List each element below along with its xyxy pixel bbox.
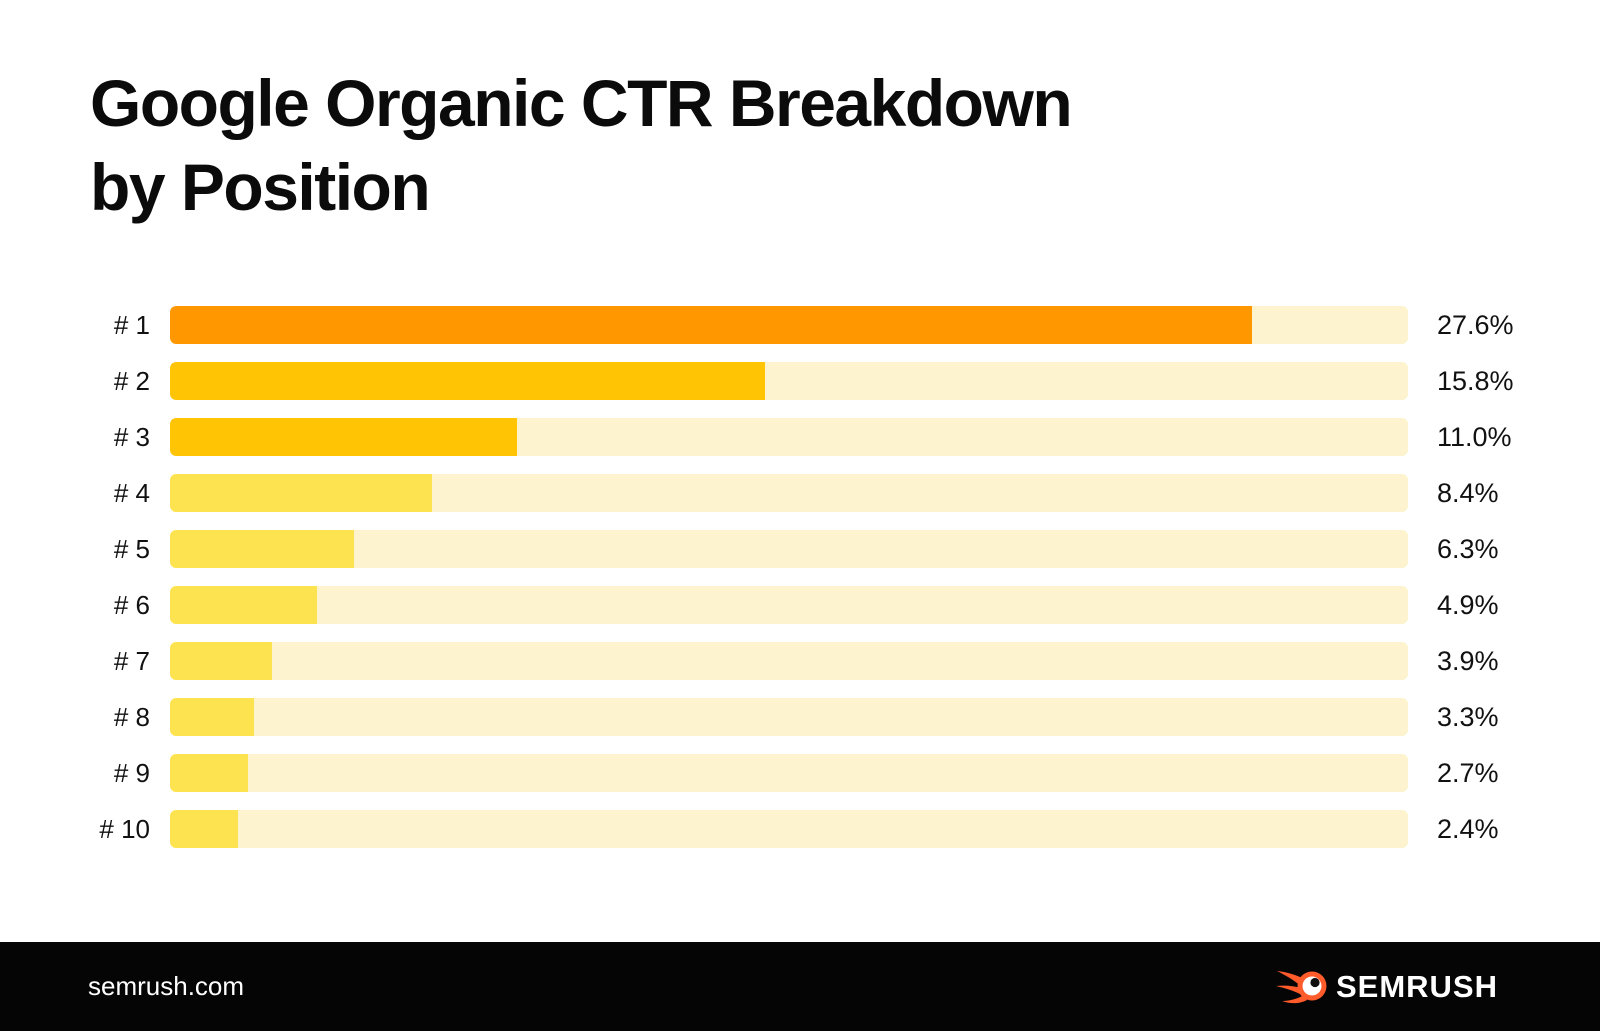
ctr-bar-chart: # 1 27.6% # 2 15.8% # 3 11.0% # 4 8.4% #… [0, 306, 1600, 848]
position-label: # 4 [113, 477, 150, 508]
bar-track [170, 586, 1408, 624]
value-label: 11.0% [1437, 421, 1512, 452]
bar-row-position-3: # 3 11.0% [0, 418, 1600, 456]
bar-row-position-6: # 6 4.9% [0, 586, 1600, 624]
semrush-wordmark: SEMRUSH [1335, 968, 1498, 1004]
bar-fill [170, 698, 255, 736]
bar-row-position-9: # 9 2.7% [0, 754, 1600, 792]
position-label: # 7 [113, 645, 150, 676]
position-label: # 6 [113, 589, 150, 620]
semrush-comet-icon [1275, 970, 1327, 1003]
bar-row-position-2: # 2 15.8% [0, 362, 1600, 400]
position-label: # 9 [113, 757, 150, 788]
bar-fill [170, 418, 517, 456]
position-label: # 1 [113, 309, 150, 340]
bar-track [170, 474, 1408, 512]
bar-row-position-5: # 5 6.3% [0, 530, 1600, 568]
value-label: 8.4% [1437, 477, 1499, 508]
bar-track [170, 754, 1408, 792]
bar-fill [170, 306, 1252, 344]
position-label: # 3 [113, 421, 150, 452]
position-label: # 10 [99, 813, 150, 844]
page-title: Google Organic CTR Breakdown by Position [90, 62, 1073, 230]
page-title-line-1: Google Organic CTR Breakdown [90, 66, 1073, 140]
value-label: 4.9% [1437, 589, 1499, 620]
bar-row-position-4: # 4 8.4% [0, 474, 1600, 512]
bar-fill [170, 530, 355, 568]
bar-track [170, 306, 1408, 344]
value-label: 2.4% [1437, 813, 1499, 844]
bar-track [170, 642, 1408, 680]
bar-fill [170, 642, 272, 680]
bar-track [170, 418, 1408, 456]
value-label: 3.9% [1437, 645, 1499, 676]
footer-bar: semrush.com SEMRUSH [0, 942, 1600, 1031]
bar-fill [170, 810, 239, 848]
website-url: semrush.com [88, 971, 245, 1001]
position-label: # 2 [113, 365, 150, 396]
bar-row-position-8: # 8 3.3% [0, 698, 1600, 736]
position-label: # 8 [113, 701, 150, 732]
bar-fill [170, 586, 318, 624]
bar-fill [170, 362, 766, 400]
semrush-logo: SEMRUSH [1275, 966, 1498, 1008]
bar-fill [170, 754, 248, 792]
value-label: 3.3% [1437, 701, 1499, 732]
bar-track [170, 810, 1408, 848]
page-title-line-2: by Position [90, 149, 431, 224]
bar-track [170, 362, 1408, 400]
value-label: 15.8% [1437, 365, 1514, 396]
bar-fill [170, 474, 433, 512]
value-label: 27.6% [1437, 309, 1514, 340]
bar-track [170, 698, 1408, 736]
bar-track [170, 530, 1408, 568]
position-label: # 5 [113, 533, 150, 564]
value-label: 6.3% [1437, 533, 1499, 564]
bar-row-position-1: # 1 27.6% [0, 306, 1600, 344]
bar-row-position-10: # 10 2.4% [0, 810, 1600, 848]
bar-row-position-7: # 7 3.9% [0, 642, 1600, 680]
value-label: 2.7% [1437, 757, 1499, 788]
